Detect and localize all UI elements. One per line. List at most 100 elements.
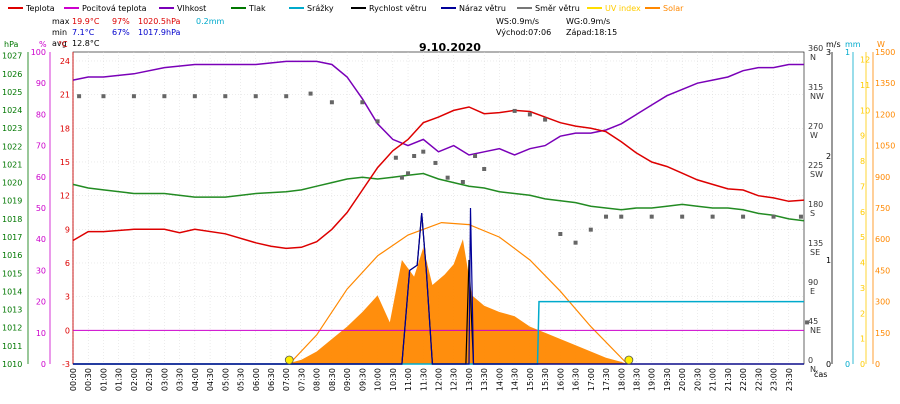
axis-w-unit: W — [877, 40, 885, 49]
tick-time: 20:30 — [693, 368, 702, 391]
axis-x-label: čas — [814, 369, 827, 379]
tick-time: 10:30 — [389, 368, 398, 391]
wind-dir-point — [482, 167, 487, 171]
tick-time: 15:00 — [526, 368, 535, 391]
tick-dir-name: SW — [810, 170, 823, 179]
tick-time: 07:00 — [282, 368, 291, 391]
legend-label: Srážky — [307, 4, 334, 13]
tick-time: 20:00 — [678, 368, 687, 391]
tick-hpa: 1011 — [2, 342, 22, 351]
tick-time: 06:00 — [252, 368, 261, 391]
stats-max-press: 1020.5hPa — [138, 17, 181, 26]
tick-uv: 9 — [860, 132, 865, 141]
tick-uv: 10 — [860, 106, 870, 115]
tick-dir-name: SE — [810, 248, 820, 257]
wind-dir-point — [512, 108, 517, 113]
wind-dir-point — [805, 320, 810, 325]
wind-dir-point — [393, 155, 398, 160]
tick-pct: 0 — [41, 360, 46, 369]
tick-hpa: 1014 — [2, 287, 22, 296]
tick-time: 22:00 — [739, 368, 748, 391]
stats-max-rain: 0.2mm — [196, 17, 225, 26]
stats-avg-label: avg — [52, 39, 67, 48]
tick-dir-deg: 135 — [808, 239, 823, 248]
axis-hpa-unit: hPa — [4, 40, 19, 49]
tick-hpa: 1019 — [2, 197, 22, 206]
wind-dir-point — [284, 94, 289, 99]
tick-w: 300 — [875, 298, 890, 307]
wind-dir-point — [360, 100, 365, 105]
tick-time: 05:30 — [237, 368, 246, 391]
tick-dir-name: N — [810, 53, 816, 62]
sunset-marker — [624, 355, 634, 365]
tick-uv: 3 — [860, 284, 865, 293]
tick-dir-name: N — [810, 365, 816, 374]
wind-dir-point — [527, 112, 532, 117]
tick-time: 17:30 — [602, 368, 611, 391]
wind-dir-point — [798, 214, 803, 219]
wind-dir-point — [399, 175, 404, 180]
tick-pct: 80 — [36, 110, 46, 119]
tick-hpa: 1026 — [2, 70, 22, 79]
wind-dir-point — [308, 91, 313, 96]
wind-dir-point — [573, 240, 578, 245]
tick-time: 16:30 — [572, 368, 581, 391]
tick-hpa: 1023 — [2, 124, 22, 133]
tick-time: 08:30 — [328, 368, 337, 391]
series-temperature — [72, 106, 805, 250]
tick-hpa: 1020 — [2, 179, 22, 188]
chart-title: 9.10.2020 — [419, 41, 481, 54]
wind-dir-point — [192, 94, 197, 99]
tick-pct: 30 — [36, 266, 46, 275]
tick-time: 17:00 — [587, 368, 596, 391]
tick-time: 04:00 — [191, 368, 200, 391]
wind-dir-point — [375, 119, 380, 124]
tick-temp: 18 — [60, 124, 70, 133]
tick-temp: -3 — [62, 360, 70, 369]
series-humidity — [72, 60, 804, 156]
tick-dir-deg: 180 — [808, 200, 823, 209]
axis-temp-unit: °C — [58, 40, 68, 49]
series-pressure — [72, 172, 805, 222]
wind-ws: WS:0.9m/s — [496, 17, 539, 26]
tick-pct: 50 — [36, 204, 46, 213]
tick-time: 03:00 — [160, 368, 169, 391]
tick-w: 900 — [875, 173, 890, 182]
tick-dir-name: S — [810, 209, 815, 218]
tick-time: 14:00 — [495, 368, 504, 391]
tick-pct: 70 — [36, 142, 46, 151]
tick-time: 16:00 — [556, 368, 565, 391]
tick-w: 0 — [875, 360, 880, 369]
tick-time: 09:00 — [343, 368, 352, 391]
wind-dir-point — [771, 214, 776, 219]
tick-dir-deg: 0 — [808, 356, 813, 365]
wind-dir-point — [460, 180, 465, 184]
tick-time: 18:00 — [617, 368, 626, 391]
tick-time: 19:00 — [648, 368, 657, 391]
tick-time: 12:30 — [450, 368, 459, 391]
wind-dir-point — [223, 94, 228, 99]
wind-dir-point — [710, 214, 715, 219]
wind-dir-point — [77, 94, 82, 99]
tick-time: 02:00 — [130, 368, 139, 391]
wind-dir-point — [445, 175, 450, 180]
tick-ms: 1 — [826, 256, 831, 265]
tick-hpa: 1025 — [2, 88, 22, 97]
tick-uv: 4 — [860, 259, 865, 268]
tick-w: 600 — [875, 235, 890, 244]
stats-max-label: max — [52, 17, 70, 26]
legend-label: Vlhkost — [177, 4, 206, 13]
tick-time: 07:30 — [297, 368, 306, 391]
tick-temp: 12 — [60, 192, 70, 201]
tick-time: 08:00 — [313, 368, 322, 391]
tick-time: 21:30 — [724, 368, 733, 391]
wind-dir-point — [588, 227, 593, 232]
legend-label: Solar — [663, 4, 684, 13]
tick-hpa: 1024 — [2, 106, 22, 115]
wind-dir-point — [421, 149, 426, 154]
tick-dir-deg: 360 — [808, 44, 823, 53]
wind-dir-point — [473, 154, 478, 158]
tick-temp: 9 — [65, 225, 70, 234]
tick-hpa: 1021 — [2, 160, 22, 169]
tick-time: 02:30 — [145, 368, 154, 391]
